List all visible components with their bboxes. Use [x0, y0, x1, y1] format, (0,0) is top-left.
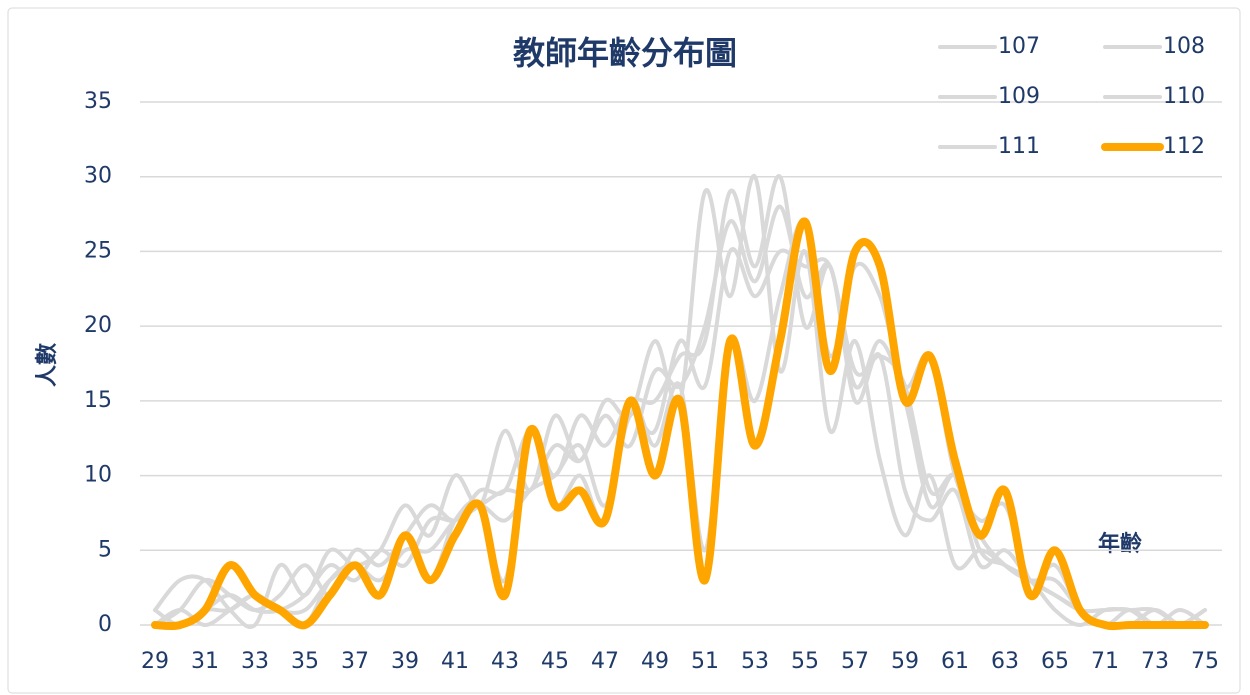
y-tick-label: 15: [84, 388, 112, 413]
x-tick-label: 39: [391, 649, 419, 674]
y-tick-label: 20: [84, 313, 112, 338]
x-tick-label: 61: [941, 649, 969, 674]
legend-label: 108: [1163, 34, 1205, 59]
legend-label: 107: [998, 34, 1040, 59]
x-tick-label: 59: [891, 649, 919, 674]
x-tick-label: 63: [991, 649, 1019, 674]
x-tick-label: 57: [841, 649, 869, 674]
x-tick-label: 71: [1091, 649, 1119, 674]
legend-label: 110: [1163, 84, 1205, 109]
x-tick-label: 49: [641, 649, 669, 674]
y-tick-label: 30: [84, 164, 112, 189]
legend-label: 111: [998, 134, 1040, 159]
x-tick-label: 51: [691, 649, 719, 674]
y-axis-label: 人數: [35, 343, 60, 387]
x-tick-label: 35: [291, 649, 319, 674]
x-tick-label: 41: [441, 649, 469, 674]
x-tick-label: 75: [1191, 649, 1219, 674]
y-tick-label: 25: [84, 238, 112, 263]
x-axis-label: 年齡: [1098, 531, 1142, 557]
x-tick-label: 47: [591, 649, 619, 674]
x-tick-label: 33: [241, 649, 269, 674]
x-tick-label: 55: [791, 649, 819, 674]
chart-title: 教師年齡分布圖: [513, 34, 737, 72]
x-tick-label: 45: [541, 649, 569, 674]
y-tick-label: 10: [84, 463, 112, 488]
y-tick-label: 35: [84, 89, 112, 114]
y-tick-label: 5: [98, 537, 112, 562]
legend-label: 112: [1163, 134, 1205, 159]
x-tick-label: 31: [191, 649, 219, 674]
x-tick-label: 53: [741, 649, 769, 674]
x-tick-label: 73: [1141, 649, 1169, 674]
series-line: [151, 217, 1209, 631]
legend-label: 109: [998, 84, 1040, 109]
x-tick-label: 43: [491, 649, 519, 674]
x-tick-label: 65: [1041, 649, 1069, 674]
x-tick-label: 37: [341, 649, 369, 674]
x-tick-label: 29: [141, 649, 169, 674]
y-tick-label: 0: [98, 612, 112, 637]
